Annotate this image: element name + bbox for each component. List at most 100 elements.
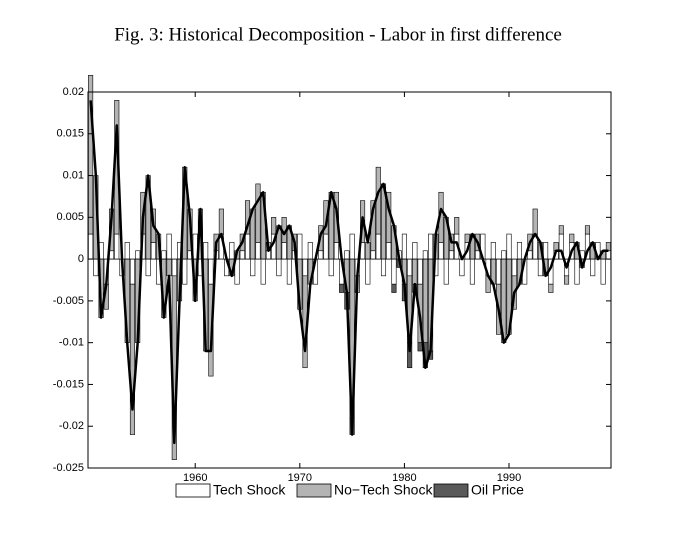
bar-segment [129, 283, 135, 435]
bar-segment [464, 233, 470, 243]
bar-segment [459, 258, 465, 277]
bar-segment [244, 233, 251, 260]
y-tick-label: 0.01 [63, 169, 84, 181]
bar-segment [443, 258, 449, 285]
bar-segment [412, 258, 418, 285]
bar-segment [365, 242, 371, 260]
legend-swatch [433, 483, 469, 498]
bar-segment [537, 258, 543, 277]
bar-segment [260, 258, 266, 285]
legend-label: No−Tech Shock [334, 482, 433, 498]
bar-segment [88, 74, 94, 235]
bar-segment [558, 225, 564, 235]
bar-segment [527, 250, 533, 260]
bar-segment [532, 208, 538, 235]
bar-segment [203, 242, 209, 260]
y-tick-label: -0.025 [53, 462, 84, 474]
bar-segment [475, 250, 481, 260]
y-tick-label: -0.005 [53, 295, 84, 307]
bar-segment [93, 258, 99, 277]
total-line [89, 100, 609, 445]
bar-segment [365, 258, 371, 285]
y-tick-label: 0 [78, 253, 84, 265]
bar-segment [182, 258, 188, 285]
legend-swatch [175, 483, 211, 498]
x-tick-label: 1970 [288, 472, 312, 484]
bar-segment [171, 258, 177, 277]
bar-segment [590, 258, 596, 277]
legend-swatch [296, 483, 332, 498]
bar-segment [218, 208, 224, 235]
legend-label: Tech Shock [213, 482, 286, 498]
bar-segment [438, 242, 444, 260]
bar-segment [569, 233, 575, 243]
bar-segment [422, 250, 428, 260]
bar-segment [271, 217, 277, 235]
bar-segment [333, 242, 339, 260]
bar-segment [391, 258, 397, 285]
bar-segment [448, 250, 455, 260]
y-tick-label: 0.005 [56, 211, 84, 223]
bar-segment [380, 258, 387, 277]
bar-segment [276, 258, 282, 277]
bar-segment [422, 258, 428, 343]
bar-segment [584, 225, 590, 235]
bar-segment [506, 233, 512, 260]
bar-segment [281, 242, 287, 260]
bar-segment [574, 258, 580, 285]
chart-title: Fig. 3: Historical Decomposition - Labor… [114, 24, 562, 45]
x-tick-label: 1980 [392, 472, 416, 484]
bar-segment [124, 242, 130, 260]
bar-segment [543, 242, 549, 260]
bar-segment [297, 233, 303, 260]
bar-segment [255, 183, 261, 243]
bar-segment [370, 250, 376, 260]
bar-segment [208, 258, 214, 285]
x-tick-label: 1960 [183, 472, 207, 484]
bar-segment [166, 233, 172, 260]
bar-segment [407, 258, 413, 277]
y-tick-label: 0.015 [56, 128, 84, 140]
bar-segment [339, 283, 345, 293]
bar-segment [302, 258, 308, 277]
bar-segment [553, 242, 559, 252]
bar-segment [145, 258, 151, 277]
bar-segment [135, 250, 141, 260]
bar-segment [605, 250, 611, 260]
legend-label: Oil Price [471, 482, 524, 498]
bar-segment [150, 242, 156, 260]
bar-segment [129, 258, 135, 285]
bar-segment [469, 258, 475, 285]
y-tick-label: 0.02 [63, 86, 84, 98]
bar-segment [161, 250, 167, 260]
bar-segment [600, 258, 606, 285]
bar-segment [318, 250, 324, 260]
bar-segment [286, 258, 292, 285]
bar-segment [307, 242, 313, 260]
bar-segment [401, 233, 407, 260]
bar-segment [328, 258, 334, 277]
bar-segment [564, 275, 570, 285]
bar-segment [501, 250, 507, 260]
bar-segment [265, 250, 271, 260]
bar-segment [255, 242, 261, 260]
bar-segment [417, 258, 423, 285]
bar-segment [412, 242, 418, 260]
bar-segment [605, 242, 611, 252]
x-tick-label: 1990 [497, 472, 521, 484]
bar-segment [349, 233, 355, 260]
bar-segment [323, 233, 329, 260]
bar-segment [88, 233, 94, 260]
bar-segment [391, 283, 397, 293]
bar-segment [428, 233, 434, 260]
plot-frame [87, 91, 612, 469]
bar-segment [229, 242, 235, 260]
bar-segment [250, 258, 256, 277]
y-tick-label: -0.015 [53, 378, 84, 390]
bar-segment [386, 242, 392, 260]
bar-segment [454, 217, 460, 235]
bar-segment [511, 258, 517, 277]
bar-segment [490, 242, 496, 260]
bar-segment [496, 258, 502, 285]
